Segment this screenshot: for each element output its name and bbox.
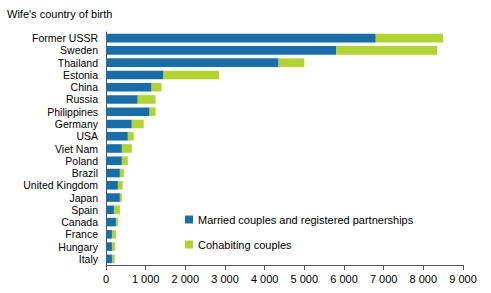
svg-text:Philippines: Philippines	[47, 106, 98, 118]
svg-text:Hungary: Hungary	[58, 241, 98, 253]
svg-text:United Kingdom: United Kingdom	[23, 179, 98, 191]
svg-text:Sweden: Sweden	[60, 44, 98, 56]
svg-text:Viet Nam: Viet Nam	[55, 143, 98, 155]
svg-text:USA: USA	[76, 130, 98, 142]
svg-text:Italy: Italy	[79, 253, 99, 265]
svg-text:Cohabiting couples: Cohabiting couples	[198, 239, 292, 251]
svg-text:2 000: 2 000	[172, 273, 200, 285]
svg-text:Japan: Japan	[69, 192, 98, 204]
svg-text:Canada: Canada	[61, 216, 98, 228]
svg-text:7 000: 7 000	[370, 273, 398, 285]
svg-text:Russia: Russia	[66, 93, 98, 105]
svg-text:Wife's country of birth: Wife's country of birth	[7, 8, 112, 20]
svg-text:3 000: 3 000	[211, 273, 239, 285]
svg-text:1 000: 1 000	[132, 273, 160, 285]
svg-text:Former USSR: Former USSR	[32, 32, 98, 44]
svg-text:9 000: 9 000	[449, 273, 477, 285]
svg-text:Germany: Germany	[55, 118, 99, 130]
svg-text:Poland: Poland	[65, 155, 98, 167]
svg-text:4 000: 4 000	[251, 273, 279, 285]
svg-text:Estonia: Estonia	[63, 69, 98, 81]
svg-text:Spain: Spain	[71, 204, 98, 216]
svg-text:8 000: 8 000	[410, 273, 438, 285]
svg-text:6 000: 6 000	[330, 273, 358, 285]
svg-text:Married couples and registered: Married couples and registered partnersh…	[198, 214, 414, 226]
svg-text:Thailand: Thailand	[58, 57, 98, 69]
svg-text:China: China	[71, 81, 99, 93]
svg-text:France: France	[65, 228, 98, 240]
svg-text:5 000: 5 000	[291, 273, 319, 285]
svg-text:Brazil: Brazil	[72, 167, 98, 179]
svg-text:0: 0	[103, 273, 109, 285]
